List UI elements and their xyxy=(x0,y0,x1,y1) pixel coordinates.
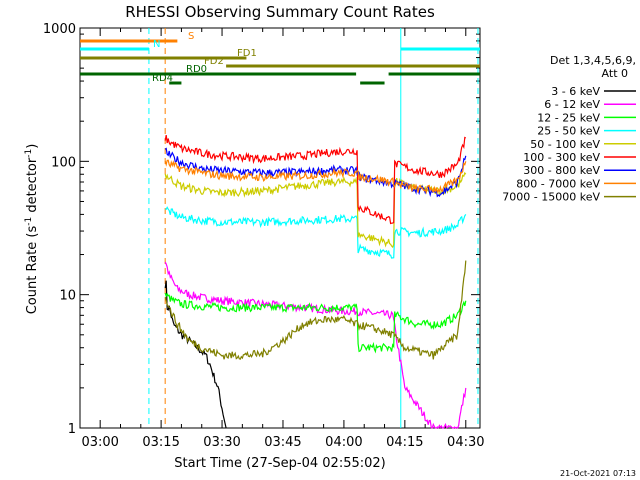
y-axis: 1 10 100 1000 xyxy=(43,22,480,437)
legend-label-3: 12 - 25 keV xyxy=(537,111,600,124)
event-markers xyxy=(148,28,479,428)
legend-label-4: 25 - 50 keV xyxy=(537,125,600,138)
legend-header-line-2: Att 0 xyxy=(602,67,628,80)
legend-label-1: 3 - 6 keV xyxy=(551,85,600,98)
flag-label-n: N xyxy=(153,39,160,50)
y-axis-label-main: Count Rate (s xyxy=(25,226,40,315)
series-line-1 xyxy=(164,280,227,429)
chart-title: RHESSI Observing Summary Count Rates xyxy=(125,3,435,21)
x-axis: 03:00 03:15 03:30 03:45 04:00 04:15 04:30 xyxy=(81,28,485,450)
flag-label-s: S xyxy=(188,31,194,42)
x-tick-label: 03:45 xyxy=(264,435,301,450)
x-tick-label: 04:00 xyxy=(325,435,362,450)
legend-label-2: 6 - 12 keV xyxy=(544,98,600,111)
data-series xyxy=(164,134,467,430)
generation-timestamp: 21-Oct-2021 07:13 xyxy=(560,469,636,478)
y-axis-label-sup2: -1 xyxy=(24,149,34,158)
y-axis-label-mid: detector xyxy=(25,157,40,217)
series-line-9 xyxy=(164,260,467,360)
flag-label-fd1: FD1 xyxy=(237,48,257,59)
legend-label-8: 800 - 7000 keV xyxy=(516,177,600,190)
series-line-4 xyxy=(165,206,467,259)
legend-label-7: 300 - 800 keV xyxy=(523,164,600,177)
y-tick-label: 1000 xyxy=(43,22,76,37)
y-tick-label: 1 xyxy=(68,422,76,437)
legend-header-line-1: Det 1,3,4,5,6,9, xyxy=(550,54,636,67)
legend-label-9: 7000 - 15000 keV xyxy=(502,191,600,204)
flag-label-rd4: RD4 xyxy=(152,73,173,84)
y-axis-label-end: ) xyxy=(25,144,40,149)
y-axis-label-sup1: -1 xyxy=(24,217,34,226)
series-line-7 xyxy=(164,147,467,198)
legend-label-6: 100 - 300 keV xyxy=(523,151,600,164)
x-axis-label: Start Time (27-Sep-04 02:55:02) xyxy=(174,456,385,471)
series-line-3 xyxy=(164,292,467,354)
x-tick-label: 03:30 xyxy=(203,435,240,450)
series-line-5 xyxy=(164,171,467,249)
y-tick-label: 10 xyxy=(59,289,76,304)
x-tick-label: 03:15 xyxy=(142,435,179,450)
x-tick-label: 04:30 xyxy=(447,435,484,450)
series-line-6 xyxy=(164,134,467,225)
legend-label-5: 50 - 100 keV xyxy=(530,138,600,151)
flag-label-rd0: RD0 xyxy=(186,64,207,75)
series-line-2 xyxy=(164,261,467,430)
y-axis-label: Count Rate (s-1 detector-1) xyxy=(24,144,40,315)
x-tick-label: 04:15 xyxy=(386,435,423,450)
plot-frame xyxy=(79,27,481,429)
x-tick-label: 03:00 xyxy=(81,435,118,450)
flag-label-fd2: FD2 xyxy=(204,56,224,67)
series-line-8 xyxy=(164,159,467,195)
y-tick-label: 100 xyxy=(51,155,76,170)
